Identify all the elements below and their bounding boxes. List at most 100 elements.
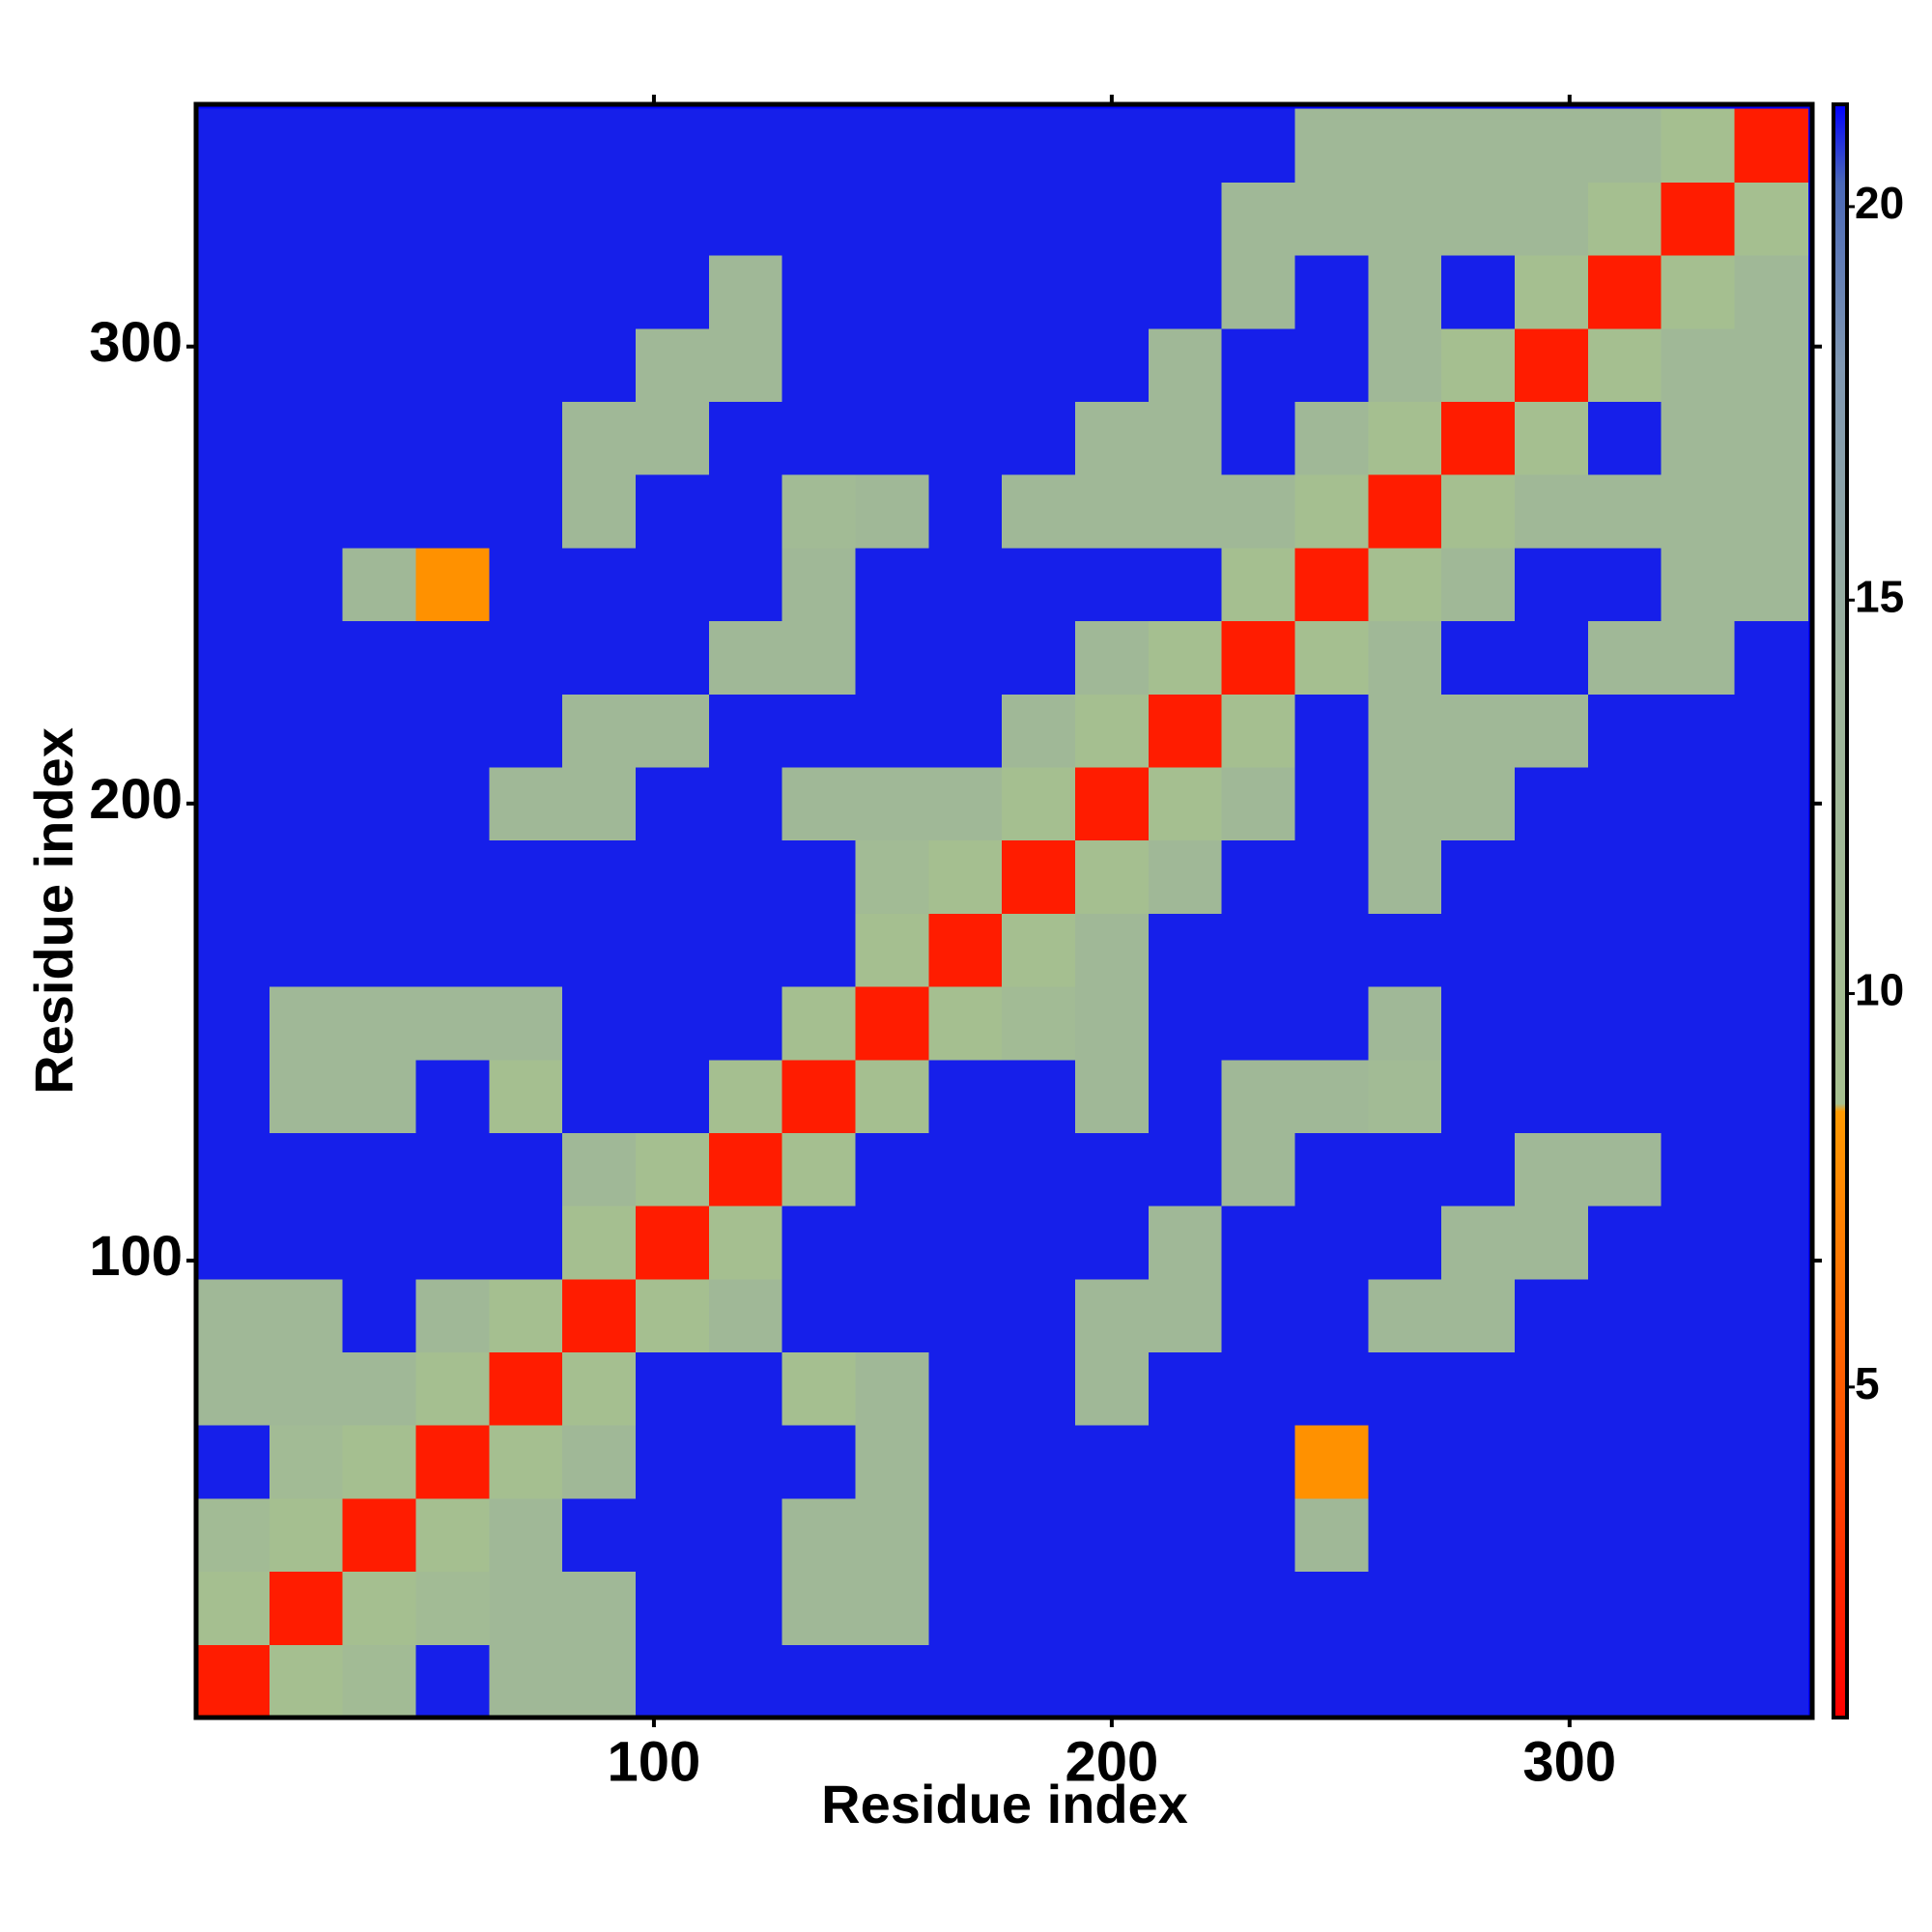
cell — [1294, 620, 1369, 695]
cell — [1002, 913, 1076, 987]
cell — [635, 986, 710, 1061]
cell — [1294, 1644, 1369, 1718]
cell — [1294, 401, 1369, 475]
cell — [708, 1059, 783, 1133]
cell — [1074, 182, 1150, 256]
cell — [1441, 1059, 1516, 1133]
cell — [635, 401, 710, 475]
colorbar — [1832, 102, 1849, 1719]
cell — [1002, 839, 1076, 914]
cell — [1661, 401, 1735, 475]
cell — [1221, 1206, 1295, 1280]
cell — [1002, 1132, 1076, 1207]
cell — [635, 327, 710, 403]
cell — [1074, 327, 1150, 403]
cell — [1368, 108, 1442, 183]
cell — [635, 694, 710, 768]
cell — [562, 694, 637, 768]
cell — [635, 547, 710, 622]
cell — [1661, 1132, 1735, 1207]
cell — [1514, 108, 1589, 183]
cell — [415, 986, 490, 1061]
colorbar-tick-label: 20 — [1855, 178, 1904, 228]
cell — [415, 766, 490, 841]
cell — [489, 1644, 563, 1718]
cell — [269, 913, 344, 987]
cell — [781, 1571, 856, 1645]
cell — [1002, 1425, 1076, 1499]
cell — [269, 1206, 344, 1280]
cell — [342, 839, 416, 914]
x-tick-label: 200 — [1065, 1730, 1158, 1793]
cell — [781, 1059, 856, 1133]
cell — [1587, 547, 1662, 622]
cell — [342, 1206, 416, 1280]
cell — [708, 255, 783, 329]
cell — [196, 913, 270, 987]
cell — [415, 108, 490, 183]
cell — [1441, 474, 1516, 549]
cell — [1587, 839, 1662, 914]
cell — [1368, 1425, 1442, 1499]
cell — [635, 1497, 710, 1573]
cell — [562, 986, 637, 1061]
cell — [1368, 1644, 1442, 1718]
cell — [1514, 913, 1589, 987]
cell — [269, 1497, 344, 1573]
cell — [708, 986, 783, 1061]
cell — [1148, 986, 1223, 1061]
cell — [781, 839, 856, 914]
cell — [489, 1571, 563, 1645]
cell — [1368, 327, 1442, 403]
cell — [196, 327, 270, 403]
cell — [1734, 182, 1808, 256]
cell — [196, 766, 270, 841]
cell — [489, 839, 563, 914]
cell — [1221, 1497, 1295, 1573]
cell — [855, 620, 929, 695]
cell — [1148, 694, 1223, 768]
cell — [855, 1497, 929, 1573]
cell — [1514, 327, 1589, 403]
cell — [562, 1425, 637, 1499]
cell — [781, 1497, 856, 1573]
cell — [928, 1644, 1003, 1718]
cell — [269, 547, 344, 622]
cell — [1734, 547, 1808, 622]
cell — [855, 1059, 929, 1133]
cell — [1368, 182, 1442, 256]
cell — [1294, 986, 1369, 1061]
cell — [342, 913, 416, 987]
cell — [269, 255, 344, 329]
cell — [1148, 327, 1223, 403]
cell — [1294, 766, 1369, 841]
cell — [1221, 1351, 1295, 1426]
cell — [1002, 1497, 1076, 1573]
cell — [1514, 694, 1589, 768]
cell — [196, 1132, 270, 1207]
cell — [489, 108, 563, 183]
cell — [196, 694, 270, 768]
cell — [1441, 1497, 1516, 1573]
cell — [708, 1571, 783, 1645]
cell — [635, 182, 710, 256]
cell — [635, 1132, 710, 1207]
cell — [1148, 913, 1223, 987]
cell — [1661, 694, 1735, 768]
cell — [342, 474, 416, 549]
cell — [415, 1206, 490, 1280]
cell — [196, 1351, 270, 1426]
cell — [855, 839, 929, 914]
cell — [196, 1425, 270, 1499]
cell — [1587, 255, 1662, 329]
cell — [1368, 255, 1442, 329]
cell — [855, 1571, 929, 1645]
cell — [489, 1278, 563, 1353]
cell — [635, 839, 710, 914]
cell — [489, 1497, 563, 1573]
cell — [196, 1497, 270, 1573]
cell — [1734, 913, 1808, 987]
cell — [1661, 547, 1735, 622]
cell — [928, 986, 1003, 1061]
x-axis-title: Residue index — [821, 1774, 1188, 1834]
